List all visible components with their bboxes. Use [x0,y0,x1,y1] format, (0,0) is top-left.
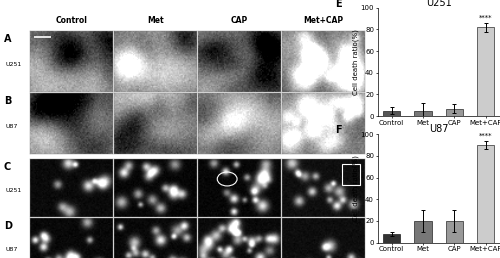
Text: E: E [334,0,341,9]
Text: ****: **** [479,133,492,139]
Bar [446,109,463,116]
Title: U251: U251 [426,0,452,8]
Text: Control: Control [56,16,88,25]
Bar [414,221,432,243]
Y-axis label: Cell death ratio(%): Cell death ratio(%) [352,155,359,221]
Y-axis label: Cell death ratio(%): Cell death ratio(%) [352,29,359,95]
Bar [342,165,360,185]
Title: U87: U87 [429,124,448,134]
Text: CAP: CAP [231,16,248,25]
Bar [383,234,400,243]
Text: U251: U251 [5,188,21,193]
Bar [446,221,463,243]
Bar [477,27,494,116]
Text: A: A [4,34,12,44]
Bar [414,111,432,116]
Bar [383,111,400,116]
Text: ****: **** [479,15,492,21]
Text: U87: U87 [5,124,18,129]
Text: U87: U87 [5,247,18,252]
Text: Met: Met [148,16,164,25]
Text: D: D [4,221,12,231]
Text: F: F [334,125,341,135]
Text: C: C [4,162,11,172]
Text: Met+CAP: Met+CAP [303,16,343,25]
Bar [477,145,494,243]
Text: B: B [4,96,11,106]
Text: U251: U251 [5,62,21,67]
